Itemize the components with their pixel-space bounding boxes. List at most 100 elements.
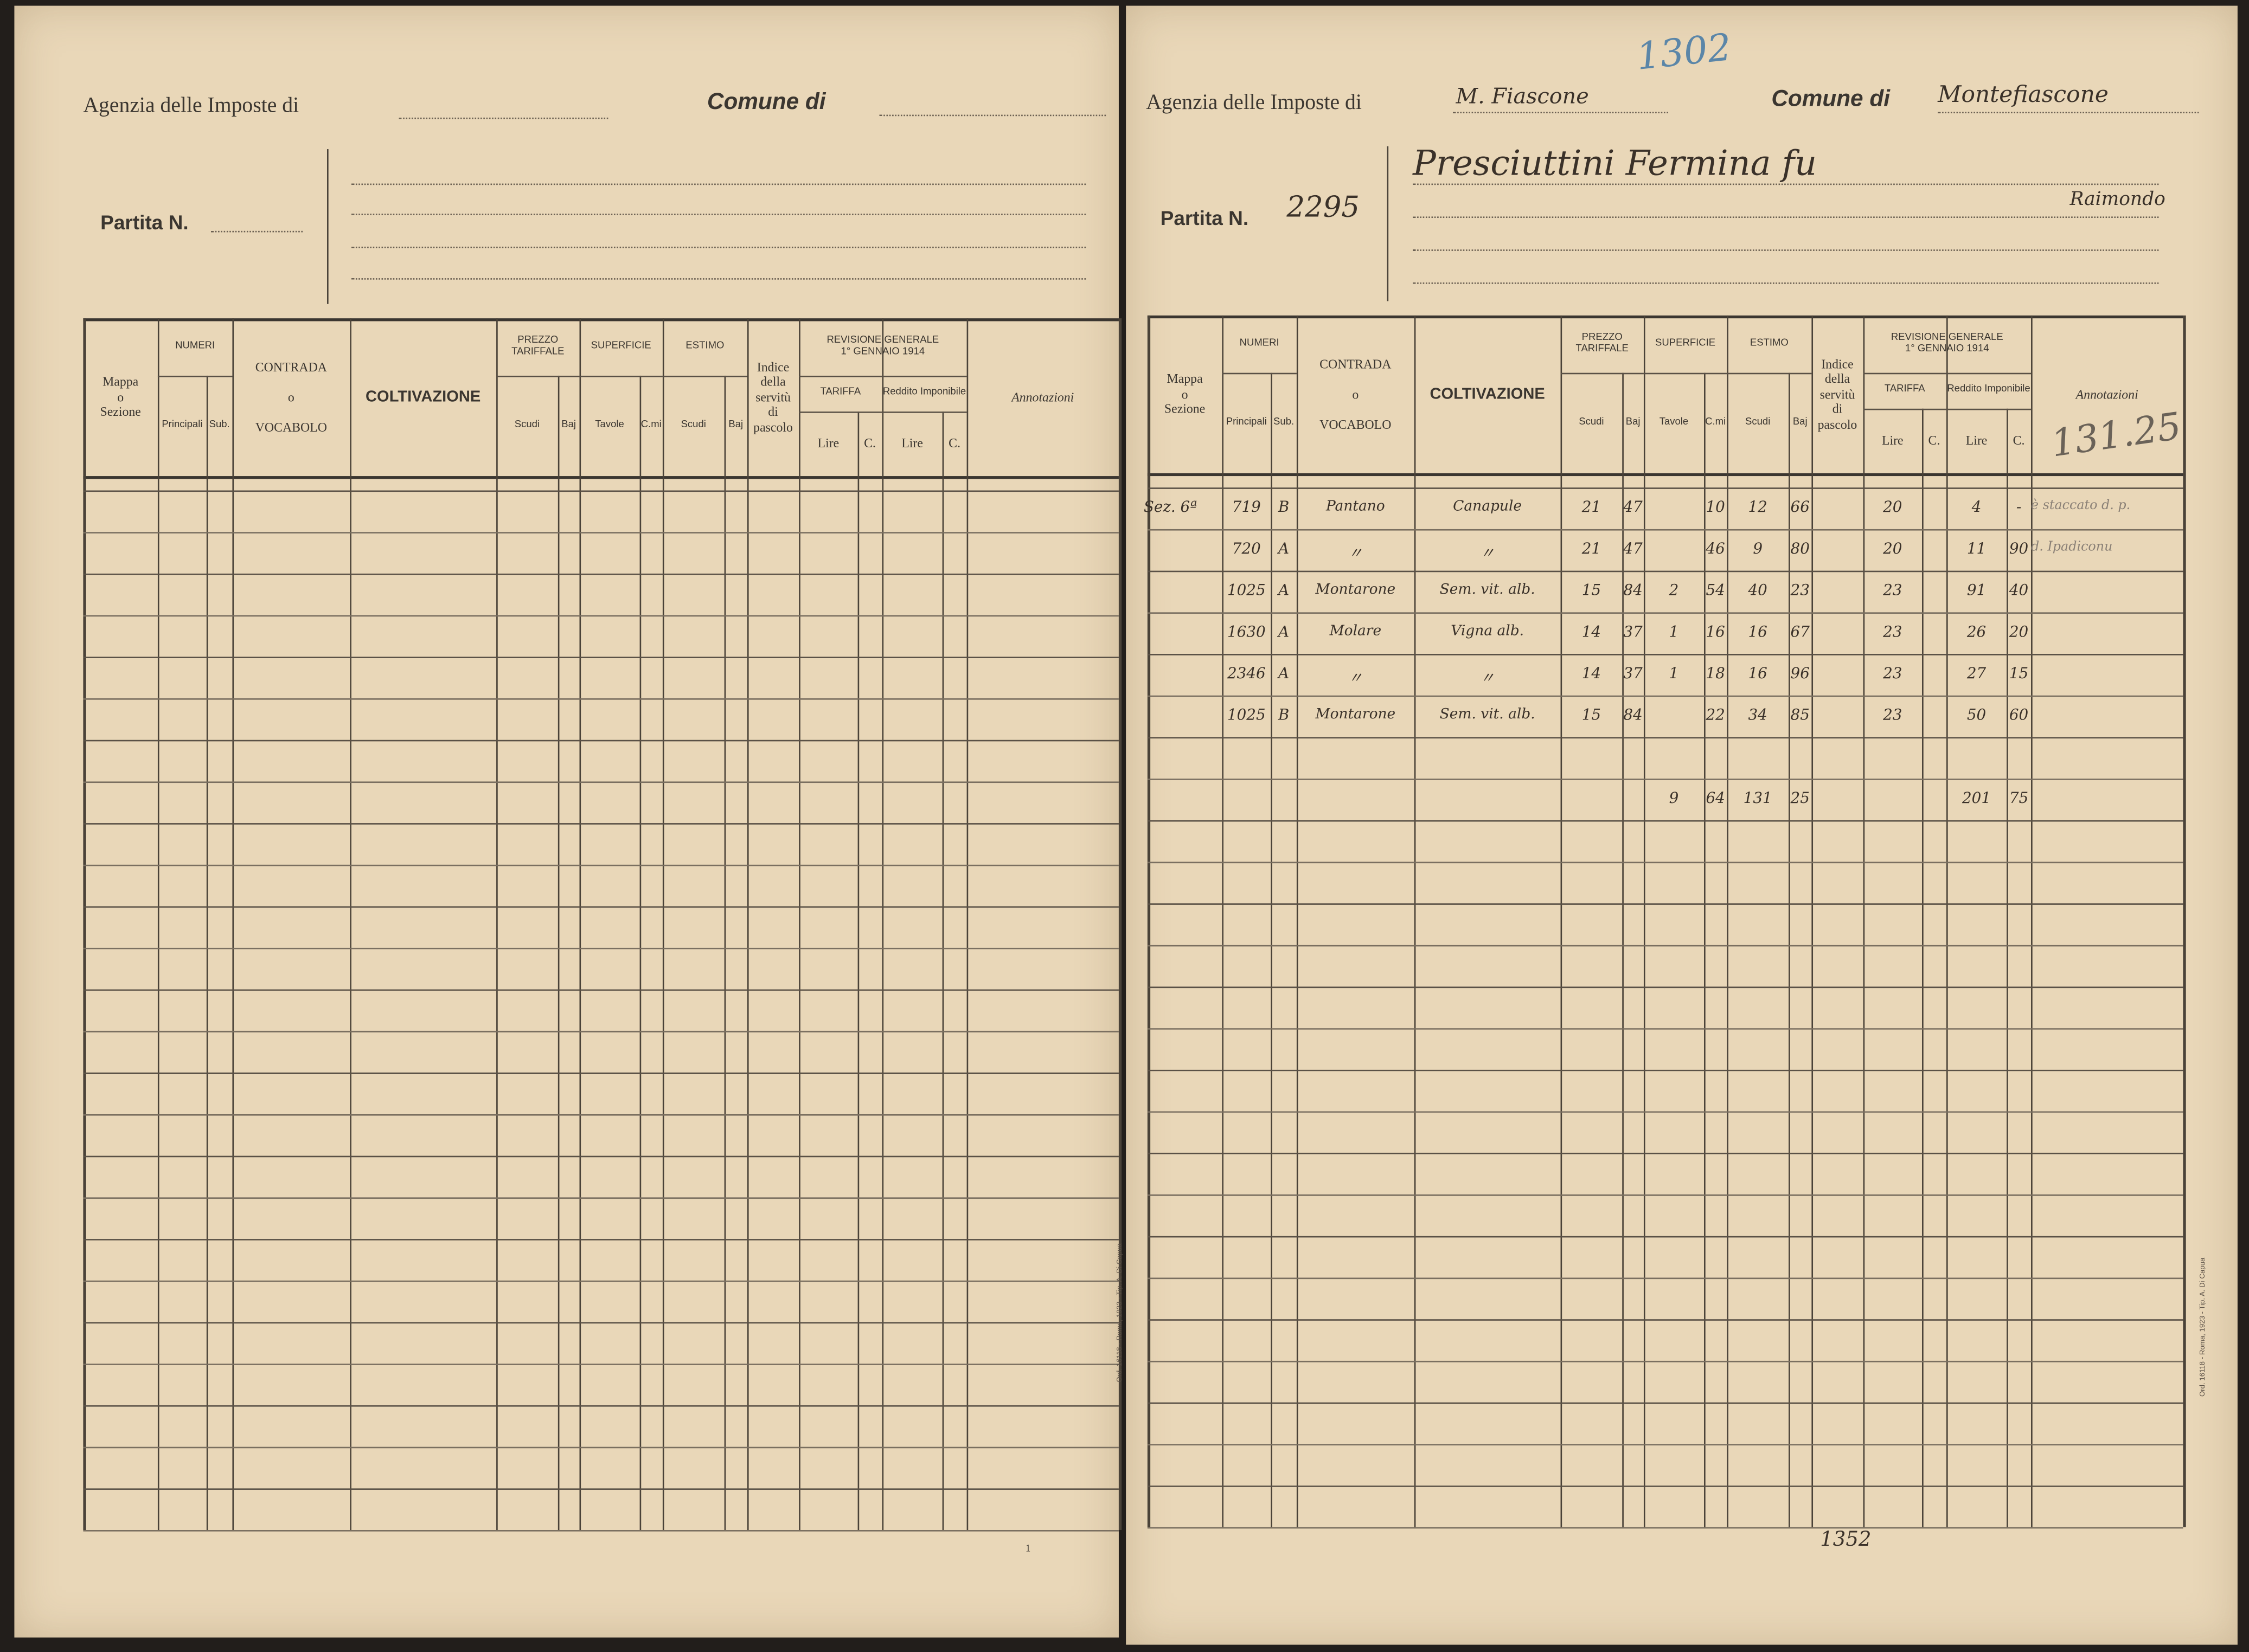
header-superficie: SUPERFICIE (1655, 338, 1716, 349)
annotazione-cell: è staccato d. p. (2031, 499, 2131, 513)
row-rule (83, 740, 1119, 742)
row-rule (1147, 1070, 2183, 1071)
header-scudi: Scudi (514, 420, 540, 430)
header-scudi: Scudi (1579, 417, 1604, 428)
header-subrule (1863, 408, 2032, 410)
reddito-lire-cell: 11 (1966, 541, 1987, 558)
reddito-lire-cell: 91 (1966, 582, 1987, 600)
header-subrule (1863, 372, 2032, 375)
cmi-cell: 54 (1706, 582, 1725, 600)
header-tariffa-lire: Lire (1881, 433, 1904, 448)
tariffa-lire-cell: 20 (1883, 541, 1902, 558)
owner-line (1413, 183, 2159, 185)
header-subrule (1222, 372, 1297, 375)
contrada-cell: Montarone (1315, 706, 1396, 723)
estimo-baj-cell: 23 (1790, 582, 1810, 600)
header-tariffa-lire: Lire (817, 436, 840, 451)
principale-cell: 2346 (1227, 665, 1266, 683)
row-rule (1147, 654, 2183, 655)
header-cmi: C.mi (1705, 417, 1726, 428)
column-rule (1789, 372, 1790, 1527)
coltivazione-cell: 〃 (1480, 671, 1495, 687)
row-rule (83, 615, 1119, 617)
row-rule (83, 823, 1119, 825)
header-estimo: ESTIMO (1750, 338, 1789, 349)
header-reddito-lire: Lire (901, 436, 923, 451)
header-reddito: Reddito Imponibile (882, 388, 966, 398)
sub-cell: A (1278, 623, 1290, 641)
agenzia-label: Agenzia delle Imposte di (83, 94, 299, 118)
row-rule (83, 1114, 1119, 1116)
column-rule (579, 318, 581, 1531)
column-rule (966, 318, 969, 1531)
row-rule (1147, 1194, 2183, 1196)
header-contrada: CONTRADA o VOCABOLO (1319, 357, 1392, 431)
owner-line (1413, 282, 2159, 284)
row-rule (1147, 1111, 2183, 1113)
comune-field (1938, 112, 2199, 113)
row-rule (83, 1447, 1119, 1449)
column-rule (1946, 315, 1948, 1527)
header-subrule (799, 375, 967, 377)
printer-note: Ord. 16118 - Roma, 1923 - Tip. A. Di Cap… (2199, 1257, 2208, 1397)
reddito-lire-cell: 27 (1966, 665, 1987, 683)
row-rule (83, 1322, 1119, 1324)
contrada-cell: Molare (1329, 623, 1382, 640)
partita-value: 2295 (1286, 189, 1360, 224)
estimo-scudi-cell: 16 (1748, 665, 1767, 683)
header-numeri: NUMERI (175, 341, 215, 351)
reddito-lire-cell: 50 (1966, 706, 1987, 724)
prezzo-baj-cell: 37 (1623, 665, 1643, 683)
column-rule (724, 375, 726, 1531)
partita-label: Partita N. (100, 210, 189, 234)
coltivazione-cell: 〃 (1480, 546, 1495, 562)
estimo-baj-cell: 67 (1790, 623, 1810, 641)
sub-cell: A (1278, 665, 1290, 683)
header-contrada: CONTRADA o VOCABOLO (255, 360, 328, 434)
row-rule (83, 1488, 1119, 1490)
owner-brace (327, 149, 329, 304)
header-subrule (662, 375, 747, 377)
contrada-cell: Montarone (1315, 582, 1396, 598)
header-tavole: Tavole (595, 420, 624, 430)
header-reddito-c: C. (949, 436, 961, 451)
tariffa-lire-cell: 23 (1883, 665, 1902, 683)
header-baj: Baj (1625, 417, 1641, 428)
row-rule (1147, 1402, 2183, 1404)
header-coltivazione: COLTIVAZIONE (366, 388, 481, 406)
row-rule (1147, 1028, 2183, 1030)
header-prezzo: PREZZO TARIFFALE (511, 335, 565, 357)
header-coltivazione: COLTIVAZIONE (1430, 385, 1545, 403)
header-estimo-scudi: Scudi (1745, 417, 1771, 428)
column-rule (83, 318, 86, 1531)
reddito-lire-cell: 4 (1971, 499, 1982, 517)
comune-label: Comune di (707, 90, 826, 115)
reddito-c-cell: 15 (2009, 665, 2029, 683)
column-rule (157, 318, 159, 1531)
column-rule (1727, 315, 1728, 1527)
prezzo-scudi-cell: 14 (1581, 623, 1601, 641)
column-rule (1643, 315, 1645, 1527)
tavole-cell: 9 (1669, 790, 1679, 808)
header-numeri: NUMERI (1239, 338, 1279, 349)
header-superficie: SUPERFICIE (591, 341, 651, 351)
header-sub: Sub. (1273, 417, 1295, 428)
contrada-cell: 〃 (1348, 671, 1363, 687)
header-cmi: C.mi (640, 420, 662, 430)
row-rule (1147, 1277, 2183, 1280)
header-subrule (496, 375, 580, 377)
printer-note: Ord. 16118 - Roma, 1923 - Tip. A. Di Cap… (1116, 1243, 1125, 1383)
prezzo-baj-cell: 84 (1623, 582, 1643, 600)
column-rule (2007, 408, 2008, 1527)
prezzo-baj-cell: 37 (1623, 623, 1643, 641)
row-rule (83, 864, 1119, 866)
owner-line (351, 278, 1086, 280)
header-revisione: REVISIONE GENERALE 1° GENNAIO 1914 (826, 335, 939, 357)
principale-cell: 1630 (1227, 623, 1266, 641)
row-rule (1147, 986, 2183, 988)
header-subrule (1643, 372, 1727, 375)
coltivazione-cell: Canapule (1453, 499, 1522, 515)
reddito-lire-cell: 26 (1966, 623, 1987, 641)
row-rule (1147, 1486, 2183, 1487)
reddito-lire-cell: 201 (1962, 790, 1991, 808)
